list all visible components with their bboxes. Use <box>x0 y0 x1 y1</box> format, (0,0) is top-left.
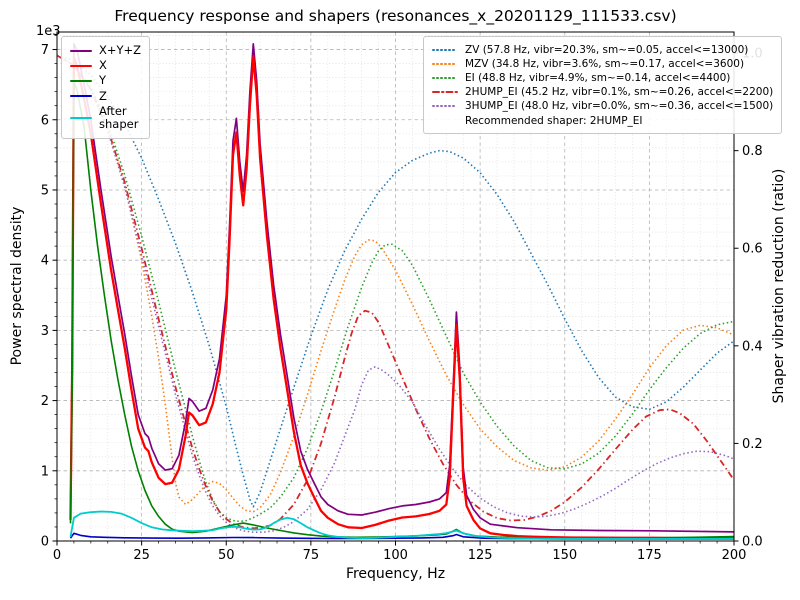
line-swatch-zv-icon <box>432 45 458 55</box>
x-tick-label: 200 <box>722 548 747 563</box>
x-tick-label: 25 <box>133 548 150 563</box>
legend-item: 3HUMP_EI (48.0 Hz, vibr=0.0%, sm~=0.36, … <box>432 100 773 112</box>
x-axis-label: Frequency, Hz <box>345 566 446 582</box>
legend-shapers: ZV (57.8 Hz, vibr=20.3%, sm~=0.05, accel… <box>423 36 783 135</box>
legend-psd: X+Y+Z X Y Z After shaper <box>61 36 151 140</box>
x-tick-label: 50 <box>218 548 235 563</box>
legend-item: 2HUMP_EI (45.2 Hz, vibr=0.1%, sm~=0.26, … <box>432 86 773 98</box>
legend-item-label: 3HUMP_EI (48.0 Hz, vibr=0.0%, sm~=0.36, … <box>465 100 774 113</box>
legend-item: Y <box>70 74 141 87</box>
legend-item-label: X+Y+Z <box>99 43 142 57</box>
line-swatch-y-icon <box>70 76 92 86</box>
legend-item-label: X <box>99 58 107 73</box>
x-tick-label: 150 <box>552 548 577 563</box>
x-tick-label: 125 <box>468 548 493 563</box>
chart-title: Frequency response and shapers (resonanc… <box>114 7 677 25</box>
series-line-zv <box>57 54 734 508</box>
series-line-x <box>69 55 734 540</box>
y-left-tick-label: 5 <box>41 183 49 198</box>
x-tick-label: 75 <box>303 548 320 563</box>
legend-item: ZV (57.8 Hz, vibr=20.3%, sm~=0.05, accel… <box>432 44 773 56</box>
y-right-tick-label: 0.0 <box>742 535 763 550</box>
series-line-2hump-ei <box>57 54 734 530</box>
curves <box>57 43 734 540</box>
y-left-tick-label: 4 <box>41 254 49 269</box>
y-left-tick-label: 7 <box>41 43 49 58</box>
y-right-tick-label: 0.6 <box>742 242 763 257</box>
series-line-after-shaper <box>69 510 734 540</box>
y-axis-label-right: Shaper vibration reduction (ratio) <box>771 168 787 404</box>
x-tick-label: 100 <box>383 548 408 563</box>
line-swatch-z-icon <box>70 91 92 101</box>
y-left-tick-label: 3 <box>41 324 49 339</box>
y-left-tick-label: 0 <box>41 535 49 550</box>
legend-item-label: Y <box>99 73 107 88</box>
legend-item-label: Z <box>99 88 107 103</box>
legend-item-label: EI (48.8 Hz, vibr=4.9%, sm~=0.14, accel<… <box>465 72 731 85</box>
line-swatch-3hump-ei-icon <box>432 101 458 111</box>
line-swatch-x-icon <box>70 61 92 71</box>
y-right-tick-label: 0.8 <box>742 144 763 159</box>
y-left-tick-label: 1 <box>41 464 49 479</box>
legend-item: EI (48.8 Hz, vibr=4.9%, sm~=0.14, accel<… <box>432 72 773 84</box>
legend-item: After shaper <box>70 103 141 132</box>
y-axis-offset-text: 1e3 <box>36 24 61 39</box>
legend-item: Z <box>70 88 141 103</box>
y-axis-label-left: Power spectral density <box>9 206 25 366</box>
y-right-tick-label: 0.2 <box>742 437 763 452</box>
line-swatch-xyz-icon <box>70 46 92 56</box>
series-line-ei <box>57 54 734 523</box>
line-swatch-ei-icon <box>432 73 458 83</box>
line-swatch-2hump-ei-icon <box>432 87 458 97</box>
recommended-shaper-note: Recommended shaper: 2HUMP_EI <box>465 115 643 128</box>
legend-item-label: ZV (57.8 Hz, vibr=20.3%, sm~=0.05, accel… <box>465 44 749 56</box>
x-tick-label: 175 <box>637 548 662 563</box>
legend-item-label: 2HUMP_EI (45.2 Hz, vibr=0.1%, sm~=0.26, … <box>465 86 774 99</box>
line-swatch-mzv-icon <box>432 59 458 69</box>
x-tick-label: 0 <box>53 548 61 563</box>
legend-item: X <box>70 58 141 73</box>
legend-item: X+Y+Z <box>70 43 142 57</box>
legend-item: MZV (34.8 Hz, vibr=3.6%, sm~=0.17, accel… <box>432 58 773 70</box>
line-swatch-after-shaper-icon <box>70 113 92 123</box>
series-line-3hump-ei <box>57 54 734 534</box>
y-left-tick-label: 6 <box>41 113 49 128</box>
legend-item-label: MZV (34.8 Hz, vibr=3.6%, sm~=0.17, accel… <box>465 58 745 71</box>
legend-item-label: After shaper <box>99 103 139 132</box>
y-left-tick-label: 2 <box>41 394 49 409</box>
y-right-tick-label: 0.4 <box>742 339 763 354</box>
